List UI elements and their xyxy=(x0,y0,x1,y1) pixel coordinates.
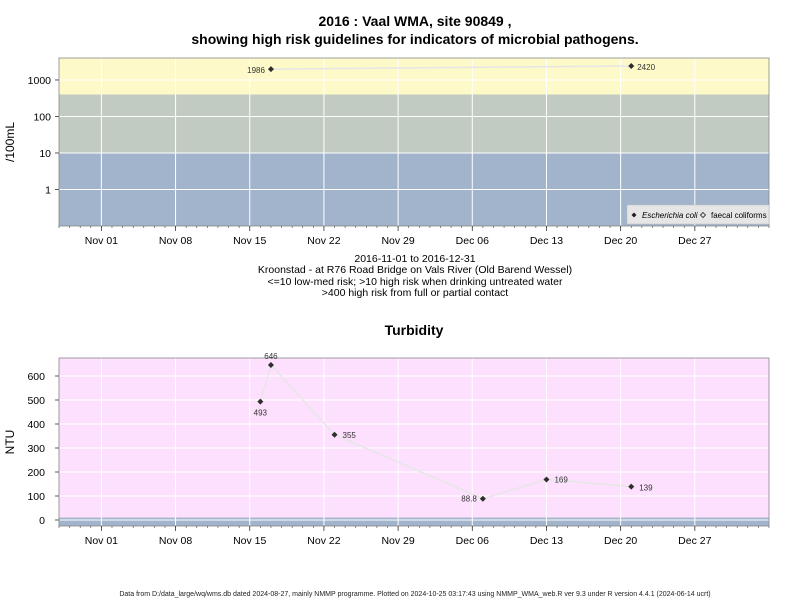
legend-box xyxy=(626,204,770,225)
chart2-x-tick-label: Nov 29 xyxy=(381,535,414,547)
chart1-x-tick-label: Nov 08 xyxy=(159,235,192,247)
chart1-title-line2: showing high risk guidelines for indicat… xyxy=(191,31,638,47)
chart1-y-tick-label: 100 xyxy=(33,111,51,123)
chart2-base-band xyxy=(59,517,769,526)
chart2-x-tick-label: Dec 27 xyxy=(678,535,711,547)
chart2-x-tick-label: Dec 20 xyxy=(604,535,637,547)
legend-open-diamond-icon xyxy=(699,211,707,219)
chart2-y-tick-label: 300 xyxy=(27,443,45,455)
chart1-caption-risk-high: >400 high risk from full or partial cont… xyxy=(322,287,509,299)
chart2-data-point xyxy=(543,476,550,483)
chart1-data-point xyxy=(628,62,635,69)
legend-label-ecoli: Escherichia coli xyxy=(642,211,698,220)
chart2-x-tick-label: Dec 06 xyxy=(456,535,489,547)
chart1-data-point xyxy=(267,66,274,73)
chart2-data-point xyxy=(267,361,274,368)
chart2-background xyxy=(59,358,769,526)
chart2-ylabel: NTU xyxy=(3,430,17,455)
chart2-data-point xyxy=(257,398,264,405)
chart2-y-tick-label: 400 xyxy=(27,419,45,431)
chart1-title-line1: 2016 : Vaal WMA, site 90849 , xyxy=(319,13,512,29)
chart2-x-tick-label: Dec 13 xyxy=(530,535,563,547)
chart1-x-tick-label: Nov 29 xyxy=(381,235,414,247)
chart1-data-label: 1986 xyxy=(247,66,265,75)
chart2-x-tick-label: Nov 15 xyxy=(233,535,266,547)
risk-band xyxy=(59,94,769,153)
chart2-y-tick-label: 0 xyxy=(39,515,45,527)
chart2-data-point xyxy=(628,483,635,490)
chart2-y-tick-label: 100 xyxy=(27,491,45,503)
chart1-data-label: 2420 xyxy=(637,63,655,72)
chart2-x-tick-label: Nov 08 xyxy=(159,535,192,547)
chart1-x-tick-label: Nov 15 xyxy=(233,235,266,247)
chart1-frame xyxy=(58,57,770,227)
chart1-caption-daterange: 2016-11-01 to 2016-12-31 xyxy=(354,253,475,265)
chart1-series-line xyxy=(270,65,632,70)
chart2-series-line xyxy=(259,363,632,500)
chart1-plot-area: 1 10 100 1000 Nov 01 Nov 08 Nov 15 Nov 22 Nov 29… xyxy=(28,57,770,247)
chart2-data-label: 355 xyxy=(343,431,357,440)
chart1-legend: Escherichia coli faecal coliforms xyxy=(626,204,770,225)
chart2-data-point xyxy=(479,495,486,502)
chart2-title: Turbidity xyxy=(385,322,444,338)
chart1-y-tick-label: 10 xyxy=(39,148,51,160)
chart1-x-tick-label: Dec 27 xyxy=(678,235,711,247)
chart1-y-tick-label: 1000 xyxy=(28,75,52,87)
chart1-caption-site: Kroonstad - at R76 Road Bridge on Vals R… xyxy=(258,264,572,276)
chart1-x-tick-label: Dec 13 xyxy=(530,235,563,247)
chart2-data-label: 139 xyxy=(639,484,653,493)
chart2-y-tick-label: 600 xyxy=(27,371,45,383)
chart2-data-label: 169 xyxy=(554,475,568,484)
chart2-plot-area: 0 100 200 300 400 500 600 Nov 01 Nov 08 Nov 15 Nov… xyxy=(27,352,770,547)
chart2-data-point xyxy=(331,431,338,438)
risk-band xyxy=(59,58,769,95)
chart2-y-tick-label: 500 xyxy=(27,395,45,407)
chart2-y-tick-label: 200 xyxy=(27,467,45,479)
footer-note: Data from D:/data_large/wq/wms.db dated … xyxy=(119,591,710,598)
chart2-x-tick-label: Nov 22 xyxy=(307,535,340,547)
legend-label-faecal: faecal coliforms xyxy=(711,211,767,220)
chart1-x-tick-label: Nov 01 xyxy=(85,235,118,247)
chart2-data-label: 88.8 xyxy=(461,495,477,504)
chart1-y-tick-label: 1 xyxy=(45,184,51,196)
chart2-x-tick-label: Nov 01 xyxy=(85,535,118,547)
chart2-frame xyxy=(58,357,770,527)
chart1-ylabel: /100mL xyxy=(3,122,17,162)
chart1-x-tick-label: Dec 06 xyxy=(456,235,489,247)
chart2-data-label: 493 xyxy=(254,409,268,418)
chart2-data-label: 646 xyxy=(264,352,278,361)
chart1-caption-risk-low: <=10 low-med risk; >10 high risk when dr… xyxy=(267,276,563,288)
chart1-x-tick-label: Nov 22 xyxy=(307,235,340,247)
chart1-x-tick-label: Dec 20 xyxy=(604,235,637,247)
legend-filled-diamond-icon xyxy=(631,212,637,218)
